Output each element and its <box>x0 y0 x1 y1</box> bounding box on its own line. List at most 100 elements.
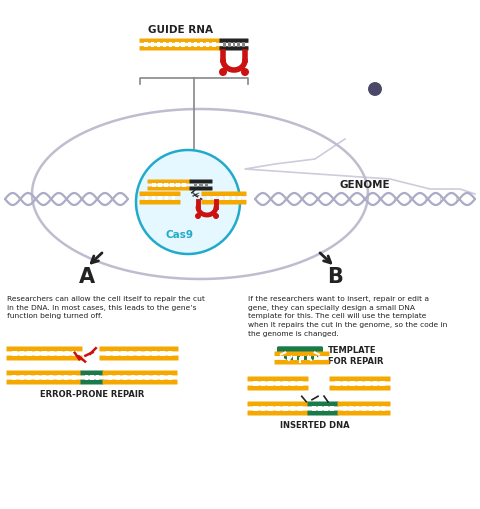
FancyBboxPatch shape <box>190 180 213 184</box>
Bar <box>277 347 286 356</box>
Polygon shape <box>278 347 322 362</box>
Bar <box>276 406 280 411</box>
FancyBboxPatch shape <box>202 192 247 196</box>
FancyBboxPatch shape <box>140 192 180 196</box>
Bar <box>106 351 110 356</box>
Bar <box>57 375 61 380</box>
Bar <box>168 351 172 356</box>
Bar <box>96 375 99 380</box>
Circle shape <box>136 151 240 254</box>
Bar <box>206 196 210 201</box>
Bar <box>314 347 323 356</box>
Bar <box>188 43 191 48</box>
Bar <box>113 351 118 356</box>
FancyBboxPatch shape <box>7 371 82 376</box>
Text: GENOME: GENOME <box>340 180 391 190</box>
FancyBboxPatch shape <box>337 411 391 416</box>
FancyBboxPatch shape <box>99 356 179 361</box>
Bar <box>131 375 134 380</box>
FancyBboxPatch shape <box>7 347 83 352</box>
Bar <box>300 356 304 361</box>
Bar <box>206 43 209 48</box>
Bar <box>137 351 141 356</box>
Bar <box>283 381 288 386</box>
Circle shape <box>219 69 227 77</box>
Bar <box>343 406 346 411</box>
Bar <box>175 43 179 48</box>
Text: INSERTED DNA: INSERTED DNA <box>280 420 350 429</box>
FancyBboxPatch shape <box>140 201 180 205</box>
Bar <box>145 375 149 380</box>
Bar <box>144 43 148 48</box>
Bar <box>65 351 69 356</box>
FancyBboxPatch shape <box>7 380 82 385</box>
Bar <box>280 356 284 361</box>
Bar <box>242 43 245 48</box>
Text: Cas9: Cas9 <box>166 230 194 240</box>
Bar <box>64 375 68 380</box>
Bar <box>362 406 366 411</box>
Bar <box>176 184 180 188</box>
Bar <box>158 196 162 201</box>
Bar <box>138 375 142 380</box>
Bar <box>72 375 76 380</box>
FancyBboxPatch shape <box>140 47 220 51</box>
Bar <box>330 406 334 411</box>
Bar <box>160 375 164 380</box>
Bar <box>160 351 165 356</box>
FancyBboxPatch shape <box>248 402 309 407</box>
FancyBboxPatch shape <box>103 371 178 376</box>
FancyBboxPatch shape <box>248 386 309 391</box>
FancyBboxPatch shape <box>219 47 249 51</box>
Bar <box>121 351 126 356</box>
Bar <box>238 196 241 201</box>
FancyBboxPatch shape <box>140 39 220 44</box>
Bar <box>253 381 258 386</box>
FancyBboxPatch shape <box>7 356 83 361</box>
FancyBboxPatch shape <box>147 187 191 191</box>
FancyBboxPatch shape <box>81 371 104 376</box>
Text: If the researchers want to insert, repair or edit a
gene, they can specially des: If the researchers want to insert, repai… <box>248 295 447 336</box>
Bar <box>287 356 290 361</box>
Text: B: B <box>327 267 343 287</box>
FancyBboxPatch shape <box>190 187 213 191</box>
Bar <box>381 381 384 386</box>
Bar <box>369 406 372 411</box>
Bar <box>35 351 39 356</box>
Bar <box>232 196 235 201</box>
Bar <box>261 406 265 411</box>
Bar <box>194 184 197 188</box>
Bar <box>343 381 347 386</box>
Bar <box>324 406 328 411</box>
Bar <box>182 184 186 188</box>
Bar <box>299 381 302 386</box>
Text: A: A <box>79 267 95 287</box>
Bar <box>228 43 230 48</box>
Bar <box>153 351 157 356</box>
Bar <box>226 196 229 201</box>
Bar <box>276 381 280 386</box>
Bar <box>164 184 168 188</box>
Text: ERROR-PRONE REPAIR: ERROR-PRONE REPAIR <box>40 389 144 398</box>
Bar <box>171 196 175 201</box>
FancyBboxPatch shape <box>337 402 391 407</box>
FancyBboxPatch shape <box>275 352 329 356</box>
Circle shape <box>213 214 219 219</box>
FancyBboxPatch shape <box>219 39 249 44</box>
Circle shape <box>195 214 201 219</box>
Bar <box>261 381 265 386</box>
Bar <box>268 406 273 411</box>
Bar <box>365 381 370 386</box>
Bar <box>153 375 157 380</box>
Bar <box>307 356 311 361</box>
FancyBboxPatch shape <box>248 411 309 416</box>
Bar <box>49 375 53 380</box>
Bar <box>151 43 154 48</box>
Bar <box>20 375 24 380</box>
Bar <box>382 406 385 411</box>
FancyBboxPatch shape <box>81 380 104 385</box>
Bar <box>291 381 295 386</box>
Bar <box>358 381 362 386</box>
Bar <box>373 381 377 386</box>
Bar <box>213 196 216 201</box>
